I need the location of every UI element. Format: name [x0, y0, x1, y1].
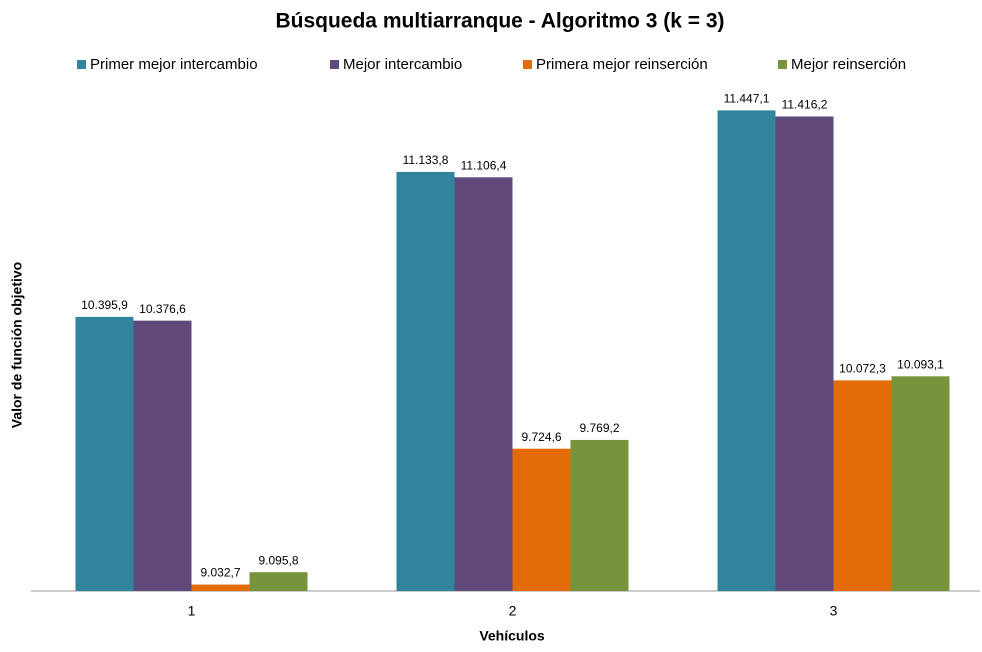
data-label: 10.072,3	[839, 362, 886, 376]
x-tick-label: 1	[188, 603, 196, 619]
data-label: 9.095,8	[258, 553, 298, 567]
data-label: 9.769,2	[579, 421, 619, 435]
bar	[570, 439, 629, 591]
data-label: 11.133,8	[403, 153, 449, 167]
x-axis-title: Vehículos	[479, 628, 545, 644]
bar	[133, 320, 192, 591]
legend-swatch	[778, 60, 787, 69]
data-label: 10.395,9	[81, 298, 128, 312]
legend-label: Mejor intercambio	[343, 56, 462, 73]
data-label: 10.376,6	[139, 302, 186, 316]
legend-swatch	[77, 60, 86, 69]
bar	[512, 448, 571, 591]
data-label: 9.032,7	[200, 566, 240, 580]
bar	[249, 572, 308, 591]
chart-title: Búsqueda multiarranque - Algoritmo 3 (k …	[275, 10, 724, 33]
data-label: 11.416,2	[782, 98, 828, 112]
x-tick-label: 2	[509, 603, 517, 619]
data-label: 9.724,6	[521, 430, 561, 444]
y-axis-title: Valor de función objetivo	[9, 262, 25, 428]
bar	[75, 316, 134, 591]
legend-swatch	[330, 60, 339, 69]
bar	[191, 584, 250, 591]
data-label: 11.447,1	[724, 92, 770, 106]
legend-label: Mejor reinserción	[791, 56, 906, 73]
bar	[833, 380, 892, 591]
bar	[717, 110, 776, 591]
bar	[396, 171, 455, 591]
bar	[454, 177, 513, 591]
bar	[775, 116, 834, 592]
x-tick-label: 3	[830, 603, 838, 619]
data-label: 10.093,1	[897, 357, 944, 371]
bar	[891, 376, 950, 591]
legend-swatch	[523, 60, 532, 69]
legend-label: Primera mejor reinserción	[536, 56, 708, 73]
legend-label: Primer mejor intercambio	[90, 56, 258, 73]
data-label: 11.106,4	[461, 158, 507, 172]
